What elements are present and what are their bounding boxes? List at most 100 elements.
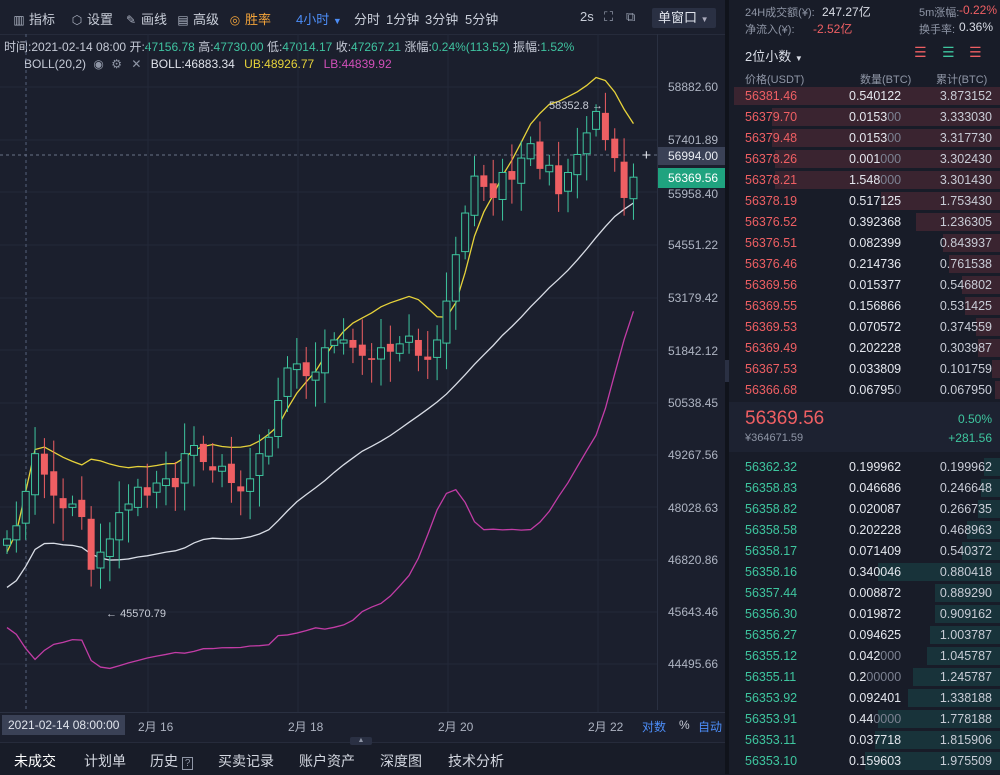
- decimals-select[interactable]: 2位小数 ▼: [745, 46, 803, 65]
- last-price-cny: ¥364671.59: [745, 432, 803, 444]
- asks-only-view-icon[interactable]: ☰: [969, 44, 982, 61]
- draw-button[interactable]: ✎画线: [124, 9, 167, 28]
- add-alert-icon[interactable]: +: [642, 147, 651, 164]
- candle-body: [359, 345, 366, 356]
- interval-timeshare[interactable]: 分时: [354, 9, 380, 28]
- asks-bids-view-icon[interactable]: ☰: [914, 44, 927, 61]
- order-price: 56358.83: [745, 481, 797, 495]
- advanced-button[interactable]: ▤高级: [176, 9, 219, 28]
- order-total: 1.778188: [940, 712, 992, 726]
- bids-only-view-icon[interactable]: ☰: [942, 44, 955, 61]
- caret-down-icon: ▼: [333, 16, 342, 26]
- price-axis[interactable]: 58882.60 57401.89 56994.00 56369.56 5595…: [657, 34, 726, 710]
- candle-body: [499, 172, 506, 199]
- 5m-change: -0.22%: [959, 3, 997, 17]
- candle-body: [508, 171, 515, 180]
- candle-body: [378, 348, 385, 359]
- order-total: 0.880418: [940, 565, 992, 579]
- candle-body: [22, 491, 29, 523]
- date-tick: 2月 16: [138, 718, 173, 735]
- percent-scale-toggle[interactable]: %: [679, 718, 690, 732]
- candlestick-plot[interactable]: 58352.8 → ← 45570.79 +: [0, 34, 657, 712]
- tab-depth-chart[interactable]: 深度图: [380, 751, 422, 771]
- candle-body: [443, 301, 450, 343]
- order-qty: 0.156866: [849, 299, 901, 313]
- order-price: 56381.46: [745, 89, 797, 103]
- order-qty: 0.008872: [849, 586, 901, 600]
- tab-account-assets[interactable]: 账户资产: [299, 751, 355, 771]
- chart-panel[interactable]: ▥指标 ⬡设置 ✎画线 ▤高级 ◎胜率 4小时 ▼ 分时 1分钟 3分钟 5分钟…: [0, 0, 725, 742]
- candle-body: [424, 357, 431, 360]
- order-qty: 0.082399: [849, 236, 901, 250]
- interval-4h[interactable]: 4小时 ▼: [296, 9, 342, 28]
- order-price: 56378.26: [745, 152, 797, 166]
- order-qty: 0.440000: [849, 712, 901, 726]
- candle-body: [312, 372, 319, 380]
- window-mode-select[interactable]: 单窗口 ▼: [652, 8, 716, 28]
- indicators-button[interactable]: ▥指标: [12, 9, 55, 28]
- settings-button[interactable]: ⬡设置: [70, 9, 113, 28]
- tab-plan-orders[interactable]: 计划单: [84, 751, 126, 771]
- tab-trade-records[interactable]: 买卖记录: [218, 751, 274, 771]
- date-axis[interactable]: 2021-02-14 08:00:00 2月 16 2月 18 2月 20 2月…: [0, 712, 725, 739]
- candle-body: [518, 158, 525, 183]
- candle-body: [116, 513, 123, 540]
- win-rate-button[interactable]: ◎胜率: [228, 9, 271, 28]
- order-price: 56355.11: [745, 670, 796, 684]
- interval-3m[interactable]: 3分钟: [425, 9, 458, 28]
- popout-icon[interactable]: ⧉: [626, 9, 635, 25]
- order-qty: 0.214736: [849, 257, 901, 271]
- order-qty: 0.015300: [849, 131, 901, 145]
- interval-5m[interactable]: 5分钟: [465, 9, 498, 28]
- order-total: 1.815906: [940, 733, 992, 747]
- min-price-marker: ← 45570.79: [106, 608, 166, 620]
- tab-open-orders[interactable]: 未成交: [14, 751, 56, 771]
- crosshair-date-label: 2021-02-14 08:00:00: [2, 715, 125, 735]
- order-price: 56369.56: [745, 278, 797, 292]
- order-qty: 0.067950: [849, 383, 901, 397]
- auto-scale-toggle[interactable]: 自动: [698, 718, 722, 735]
- tab-history[interactable]: 历史 ?: [150, 751, 193, 771]
- log-scale-toggle[interactable]: 对数: [642, 718, 666, 735]
- interval-1m[interactable]: 1分钟: [386, 9, 419, 28]
- price-tick: 55958.40: [668, 187, 718, 201]
- order-total: 3.333030: [940, 110, 992, 124]
- order-price: 56378.19: [745, 194, 797, 208]
- order-price: 56367.53: [745, 362, 797, 376]
- fullscreen-icon[interactable]: ⛶: [604, 9, 613, 25]
- tab-technical-analysis[interactable]: 技术分析: [448, 751, 504, 771]
- crosshair-price-label: 56994.00: [658, 147, 726, 165]
- collapse-handle-icon[interactable]: ▲: [350, 737, 372, 745]
- order-total: 0.246648: [940, 481, 992, 495]
